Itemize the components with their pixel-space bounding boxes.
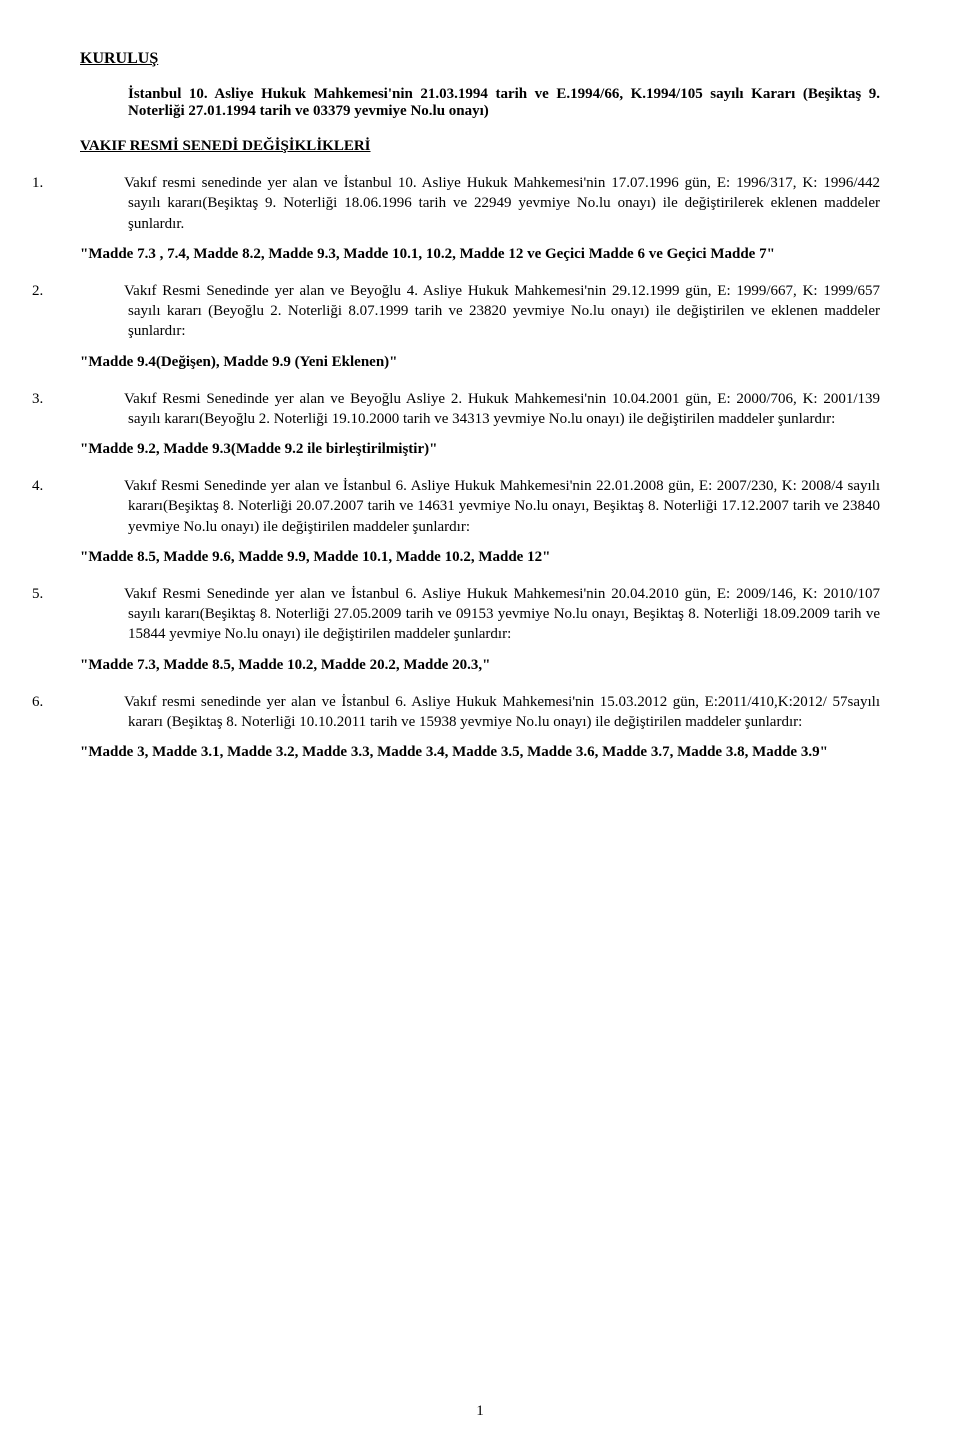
item-body: Vakıf resmi senedinde yer alan ve İstanb…	[124, 175, 880, 232]
list-item: 4.Vakıf Resmi Senedinde yer alan ve İsta…	[80, 476, 880, 537]
item-body: Vakıf resmi senedinde yer alan ve İstanb…	[124, 694, 880, 730]
item-number: 4.	[80, 476, 124, 496]
item-body: Vakıf Resmi Senedinde yer alan ve Beyoğl…	[124, 391, 880, 427]
item-body: Vakıf Resmi Senedinde yer alan ve İstanb…	[124, 586, 880, 643]
item-number: 1.	[80, 173, 124, 193]
item-quote: "Madde 7.3, Madde 8.5, Madde 10.2, Madde…	[80, 657, 880, 674]
item-quote: "Madde 9.2, Madde 9.3(Madde 9.2 ile birl…	[80, 441, 880, 458]
item-number: 2.	[80, 281, 124, 301]
item-quote: "Madde 9.4(Değişen), Madde 9.9 (Yeni Ekl…	[80, 354, 880, 371]
item-number: 6.	[80, 692, 124, 712]
item-number: 5.	[80, 584, 124, 604]
intro-paragraph: İstanbul 10. Asliye Hukuk Mahkemesi'nin …	[128, 86, 880, 120]
main-heading: KURULUŞ	[80, 50, 880, 68]
list-item: 2.Vakıf Resmi Senedinde yer alan ve Beyo…	[80, 281, 880, 342]
list-item: 3.Vakıf Resmi Senedinde yer alan ve Beyo…	[80, 389, 880, 430]
page-number: 1	[476, 1403, 484, 1420]
item-quote: "Madde 8.5, Madde 9.6, Madde 9.9, Madde …	[80, 549, 880, 566]
item-body: Vakıf Resmi Senedinde yer alan ve Beyoğl…	[124, 283, 880, 340]
document-page: KURULUŞ İstanbul 10. Asliye Hukuk Mahkem…	[0, 0, 960, 1440]
list-item: 6.Vakıf resmi senedinde yer alan ve İsta…	[80, 692, 880, 733]
item-quote: "Madde 7.3 , 7.4, Madde 8.2, Madde 9.3, …	[80, 246, 880, 263]
item-body: Vakıf Resmi Senedinde yer alan ve İstanb…	[124, 478, 880, 535]
sub-heading: VAKIF RESMİ SENEDİ DEĞİŞİKLİKLERİ	[80, 138, 880, 155]
item-number: 3.	[80, 389, 124, 409]
list-item: 1.Vakıf resmi senedinde yer alan ve İsta…	[80, 173, 880, 234]
item-quote: "Madde 3, Madde 3.1, Madde 3.2, Madde 3.…	[80, 744, 880, 761]
list-item: 5.Vakıf Resmi Senedinde yer alan ve İsta…	[80, 584, 880, 645]
